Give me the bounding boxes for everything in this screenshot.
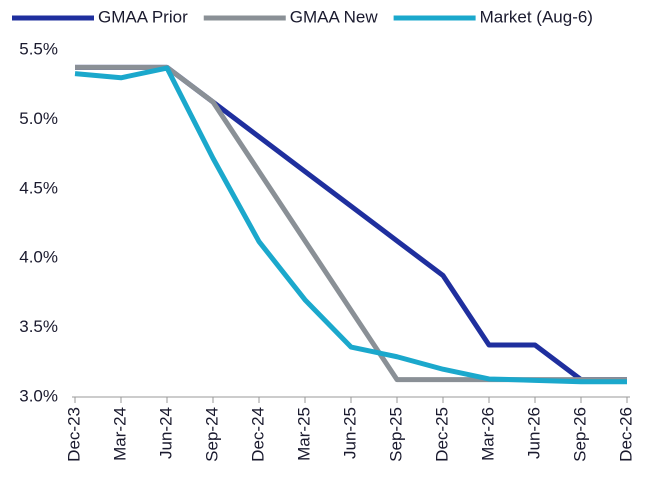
x-tick-label: Jun-24 <box>156 407 175 459</box>
x-tick-label: Mar-25 <box>294 407 313 461</box>
legend-label: GMAA New <box>290 7 379 26</box>
x-tick-label: Sep-24 <box>202 407 221 462</box>
x-tick-label: Jun-25 <box>340 407 359 459</box>
y-tick-label: 5.0% <box>19 109 58 128</box>
y-tick-label: 3.5% <box>19 317 58 336</box>
series-line <box>75 64 627 383</box>
x-tick-label: Sep-25 <box>386 407 405 462</box>
x-tick-label: Dec-26 <box>616 407 635 462</box>
x-tick-label: Dec-25 <box>432 407 451 462</box>
y-tick-label: 3.0% <box>19 386 58 405</box>
x-tick-label: Jun-26 <box>524 407 543 459</box>
legend-label: GMAA Prior <box>98 7 188 26</box>
x-tick-label: Sep-26 <box>570 407 589 462</box>
y-tick-label: 4.0% <box>19 248 58 267</box>
y-tick-label: 4.5% <box>19 178 58 197</box>
y-tick-label: 5.5% <box>19 39 58 58</box>
x-tick-label: Dec-24 <box>248 407 267 462</box>
x-tick-label: Mar-24 <box>110 407 129 461</box>
series-line <box>75 64 627 383</box>
x-tick-label: Dec-23 <box>64 407 83 462</box>
legend-label: Market (Aug-6) <box>480 7 593 26</box>
x-tick-label: Mar-26 <box>478 407 497 461</box>
series-line <box>74 65 627 385</box>
